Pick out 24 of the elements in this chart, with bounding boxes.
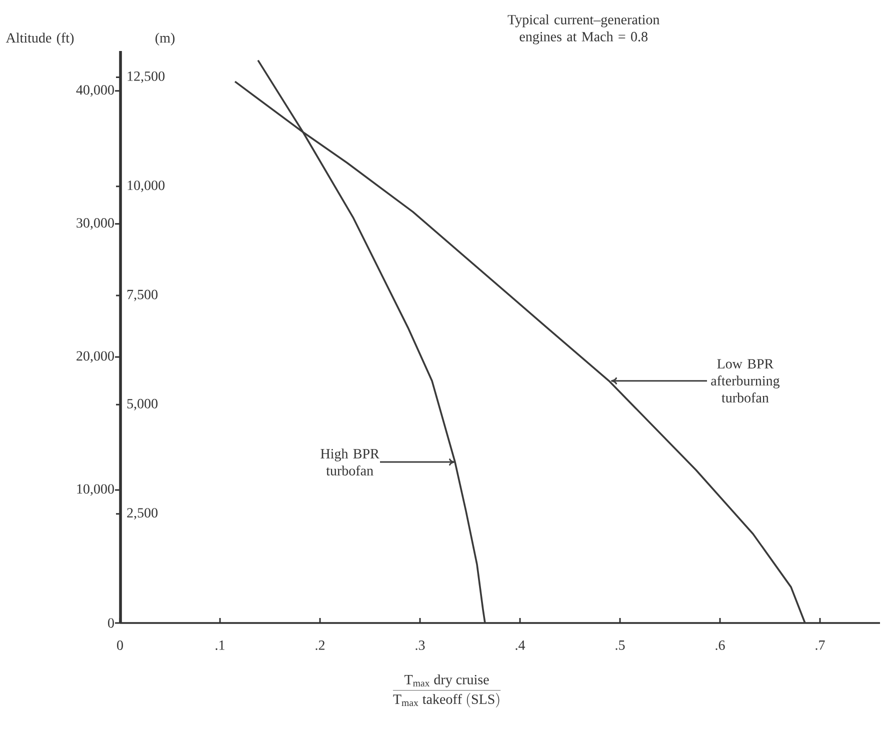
x-tick-label: .5 xyxy=(616,640,625,650)
x-tick-label: .1 xyxy=(216,640,224,650)
x-tick-label: .3 xyxy=(416,640,425,650)
x-tick-label: .2 xyxy=(316,640,324,650)
x-tick-label: .7 xyxy=(816,640,825,650)
text: Typical current–generation engines at Mach = 0.8 xyxy=(508,14,660,44)
annotation: High BPR turbofan xyxy=(320,448,380,476)
x-tick-label: .4 xyxy=(516,640,526,650)
y2-tick-label: 10,000 xyxy=(128,180,164,192)
y2-tick-label: 12,500 xyxy=(128,71,164,83)
y-tick-label: 10,000 xyxy=(77,484,114,496)
y-tick-label: 0 xyxy=(108,618,114,628)
x-tick-label: .6 xyxy=(716,640,725,650)
y-tick-label: 40,000 xyxy=(76,85,114,97)
y2-tick-label: 2,500 xyxy=(127,508,158,520)
annotation: Low BPR afterburning turbofan xyxy=(711,359,780,403)
y2-tick-label: 5,000 xyxy=(127,398,158,410)
y-tick-label: 20,000 xyxy=(76,351,114,363)
y2-tick-label: 7,500 xyxy=(127,290,158,302)
x-axis-title: $\frac{\mathrm{T_{max}\ dry\ cruise}}{\mathrm{T_{max}\ takeoff\ (SLS)}}$ xyxy=(392,674,501,708)
y-tick-label: 30,000 xyxy=(76,218,114,230)
y2-axis-title: (m) xyxy=(156,32,174,46)
y-axis-title: Altitude (ft) xyxy=(6,32,74,46)
x-tick-label: 0 xyxy=(117,640,123,650)
